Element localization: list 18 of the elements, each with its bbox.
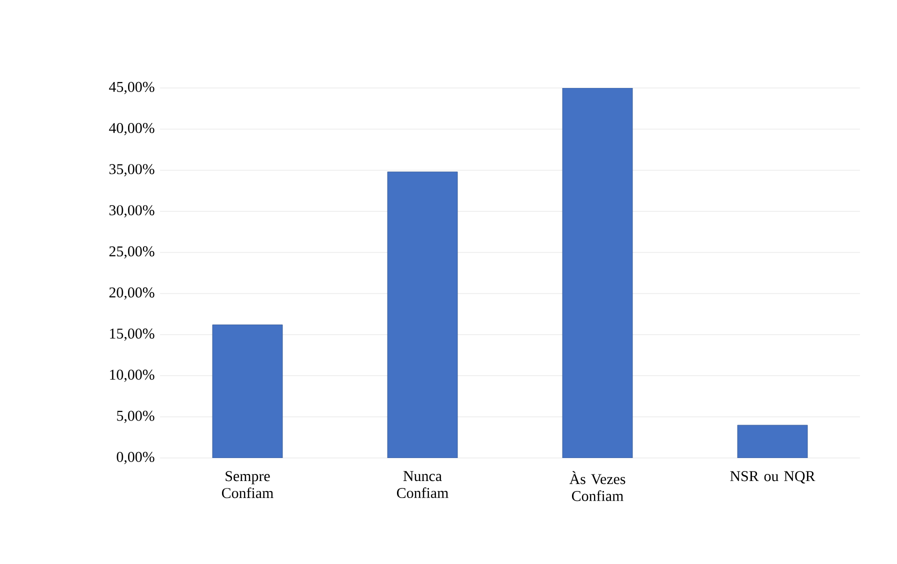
bar: [562, 88, 633, 458]
y-tick-label: 20,00%: [109, 287, 154, 300]
y-tick-label: 5,00%: [117, 410, 154, 423]
y-tick-label: 30,00%: [109, 205, 154, 218]
y-tick-label: 45,00%: [109, 82, 154, 94]
bar: [737, 424, 808, 458]
y-tick-label: 0,00%: [116, 452, 154, 464]
bar: [212, 324, 283, 458]
x-tick-label: Às Vezes Confiam: [569, 471, 626, 502]
y-tick-label: 10,00%: [110, 370, 154, 382]
y-tick-label: 15,00%: [110, 328, 154, 341]
x-tick-label: NSR ou NQR: [730, 471, 816, 484]
y-tick-label: 35,00%: [109, 164, 154, 176]
y-tick-label: 25,00%: [109, 246, 154, 259]
bar: [387, 172, 458, 458]
x-tick-label: Nunca Confiam: [396, 471, 448, 498]
y-tick-label: 40,00%: [109, 122, 154, 136]
x-tick-label: Sempre Confiam: [222, 471, 274, 498]
